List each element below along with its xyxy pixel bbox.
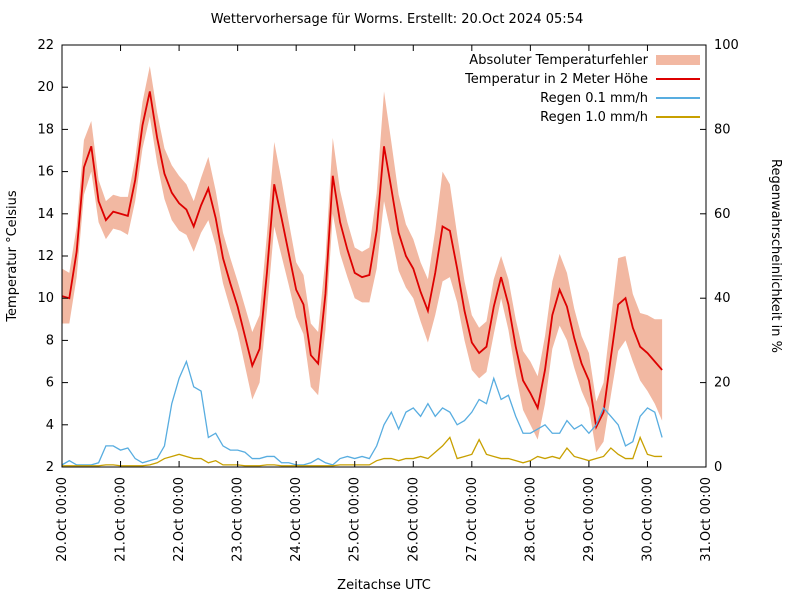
x-tick-label: 23.Oct 00:00: [231, 477, 246, 562]
y-left-tick-label: 18: [37, 122, 54, 137]
y-left-tick-label: 8: [46, 333, 54, 348]
x-tick-label: 28.Oct 00:00: [523, 477, 538, 562]
x-tick-label: 27.Oct 00:00: [465, 477, 480, 562]
y-right-tick-label: 100: [714, 38, 739, 53]
x-axis-label: Zeitachse UTC: [337, 578, 431, 593]
temperature-error-band: [62, 66, 663, 453]
x-tick-label: 22.Oct 00:00: [172, 477, 187, 562]
legend-label: Regen 1.0 mm/h: [540, 110, 648, 125]
x-tick-label: 26.Oct 00:00: [406, 477, 421, 562]
legend-label: Regen 0.1 mm/h: [540, 91, 648, 106]
x-tick-label: 30.Oct 00:00: [640, 477, 655, 562]
x-tick-label: 25.Oct 00:00: [348, 477, 363, 562]
x-tick-label: 29.Oct 00:00: [582, 477, 597, 562]
y-left-tick-label: 10: [37, 291, 54, 306]
temperature-line: [62, 91, 663, 430]
y-right-tick-label: 80: [714, 122, 731, 137]
legend: Absoluter Temperaturfehler Temperatur in …: [464, 53, 700, 125]
legend-label: Temperatur in 2 Meter Höhe: [464, 72, 648, 87]
series-layers: [62, 66, 663, 467]
x-tick-label: 21.Oct 00:00: [114, 477, 129, 562]
chart-title: Wettervorhersage für Worms. Erstellt: 20…: [211, 12, 583, 27]
legend-band-sample: [656, 55, 700, 65]
x-tick-label: 31.Oct 00:00: [699, 477, 714, 562]
y-left-tick-label: 14: [37, 207, 54, 222]
y-right-tick-label: 0: [714, 460, 722, 475]
legend-label: Absoluter Temperaturfehler: [469, 53, 648, 68]
x-tick-label: 20.Oct 00:00: [55, 477, 70, 562]
rain-01mm-line: [62, 359, 663, 466]
y-left-tick-label: 20: [37, 80, 54, 95]
x-tick-label: 24.Oct 00:00: [289, 477, 304, 562]
y-left-tick-label: 22: [37, 38, 54, 53]
y-left-tick-label: 2: [46, 460, 54, 475]
y-left-tick-label: 16: [37, 165, 54, 180]
y-left-tick-label: 4: [46, 418, 54, 433]
y-left-tick-label: 6: [46, 376, 54, 391]
y-right-tick-label: 40: [714, 291, 731, 306]
y-right-tick-label: 20: [714, 376, 731, 391]
y-left-tick-label: 12: [37, 249, 54, 264]
y-right-tick-label: 60: [714, 207, 731, 222]
plot-area: 20.Oct 00:00 21.Oct 00:00 22.Oct 00:00 23.O…: [37, 38, 738, 562]
y-axis-label-left: Temperatur °Celsius: [5, 190, 20, 323]
rain-10mm-line: [62, 435, 663, 467]
y-axis-label-right: Regenwahrscheinlichkeit in %: [768, 159, 783, 353]
